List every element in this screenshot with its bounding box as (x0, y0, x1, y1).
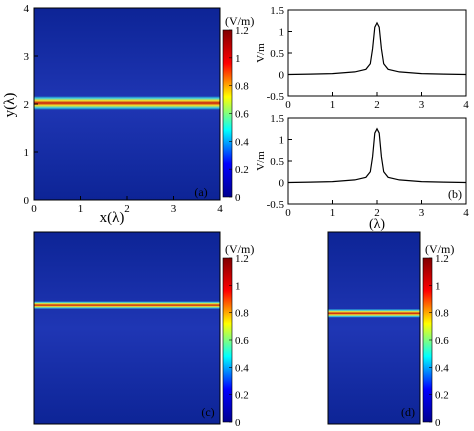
panel-a-beam (34, 96, 220, 110)
colorbar-c-tick-label: 1 (235, 280, 241, 292)
colorbar-a-tick-label: 1 (235, 53, 241, 65)
colorbar-a-unit-label: (V/m) (225, 14, 254, 28)
panel-a-label: (a) (194, 185, 207, 199)
colorbar-a-tick-label: 0.2 (235, 164, 249, 176)
panel-b-top-x-tick-label: 2 (374, 99, 380, 111)
colorbar-d-tick-label: 1.2 (435, 253, 449, 265)
panel-b-bottom-y-tick-label: -0.5 (267, 199, 285, 211)
panel-b-label: (b) (448, 187, 462, 201)
panel-c-label: (c) (201, 405, 214, 419)
panel-d-beam (328, 308, 420, 318)
colorbar-a-tick-label: 0.6 (235, 109, 249, 121)
panel-d-label: (d) (401, 405, 415, 419)
colorbar-c-tick-label: 0.2 (235, 390, 249, 402)
panel-a-y-tick-label: 3 (24, 51, 30, 63)
panel-a-y-tick-label: 4 (24, 3, 30, 15)
panel-a-x-tick-label: 0 (31, 203, 37, 215)
panel-a-xlabel: x(λ) (100, 210, 125, 226)
panel-b-bottom-y-tick-label: 1 (279, 135, 285, 147)
colorbar-d-tick-label: 0.6 (435, 335, 449, 347)
panel-b-top-x-tick-label: 4 (463, 99, 469, 111)
panel-a-y-ticks: 0 1 2 3 4 (24, 3, 38, 207)
panel-b-top-x-tick-label: 3 (419, 99, 425, 111)
colorbar-c-tick-label: 1.2 (235, 253, 249, 265)
panel-c-beam (34, 301, 220, 310)
panel-b-bottom-x-tick-label: 2 (374, 207, 380, 219)
panel-b-bottom-frame (287, 117, 467, 205)
panel-b-bottom-ylabel: V/m (255, 151, 267, 171)
colorbar-d-unit-label: (V/m) (425, 242, 454, 256)
panel-a: 0 1 2 3 4 0 1 2 3 4 x(λ) y(λ) (a) (V/m)1.2 1 0.8 0.… (2, 3, 254, 226)
panel-b-bottom-x-tick-label: 1 (330, 207, 336, 219)
panel-a-colorbar: (V/m)1.2 1 0.8 0.6 0.4 0.2 0 (222, 14, 254, 204)
panel-a-x-ticks: 0 1 2 3 4 (31, 196, 223, 215)
colorbar-c-tick-label: 0.4 (235, 362, 249, 374)
panel-d-colorbar: (V/m)1.2 1 0.8 0.6 0.4 0.2 0 (422, 242, 454, 429)
panel-b-top-x-tick-label: 1 (330, 99, 336, 111)
panel-b-top-y-tick-label: 0 (279, 70, 285, 82)
panel-b: 1.510.50-0.50 1 2 3 4V/m 1.510.50-0.50 1 2 3 4V/… (255, 5, 469, 232)
panel-b-top-ylabel: V/m (255, 43, 267, 63)
panel-b-bottom-x-tick-label: 0 (285, 207, 291, 219)
panel-b-top-subplot: 1.510.50-0.50 1 2 3 4V/m (255, 5, 469, 111)
panel-b-bottom-subplot: 1.510.50-0.50 1 2 3 4V/m (255, 113, 469, 219)
colorbar-d-tick-label: 0.2 (435, 390, 449, 402)
panel-a-x-tick-label: 2 (124, 203, 130, 215)
colorbar-c-tick-label: 0.8 (235, 308, 249, 320)
panel-b-xlabel: (λ) (369, 217, 385, 232)
panel-b-bottom-series-line (287, 127, 467, 184)
panel-b-top-frame (287, 9, 467, 97)
colorbar-d-tick-label: 0 (435, 417, 441, 429)
panel-c-heatmap-background (34, 232, 220, 424)
colorbar-a-tick-label: 0 (235, 192, 241, 204)
panel-a-x-tick-label: 3 (171, 203, 177, 215)
panel-c-colorbar: (V/m)1.2 1 0.8 0.6 0.4 0.2 0 (222, 242, 254, 429)
panel-a-x-tick-label: 4 (217, 203, 223, 215)
colorbar-a-tick-label: 0.4 (235, 136, 249, 148)
panel-b-top-x-tick-label: 0 (285, 99, 291, 111)
colorbar-d-tick-label: 0.4 (435, 362, 449, 374)
panel-a-ylabel: y(λ) (2, 93, 18, 118)
panel-d-frame (327, 231, 421, 425)
panel-b-top-series-line (287, 21, 467, 76)
panel-c-frame (33, 231, 221, 425)
colorbar-c-unit-label: (V/m) (225, 242, 254, 256)
colorbar-c-tick-label: 0 (235, 417, 241, 429)
colorbar-d-tick-label: 0.8 (435, 308, 449, 320)
panel-b-bottom-y-tick-label: 1.5 (270, 113, 284, 125)
colorbar-a-tick-label: 0.8 (235, 81, 249, 93)
panel-d: (d) (V/m)1.2 1 0.8 0.6 0.4 0.2 0 (327, 231, 454, 429)
colorbar-a-tick-label: 1.2 (235, 25, 249, 37)
panel-a-x-tick-label: 1 (78, 203, 84, 215)
panel-b-bottom-y-tick-label: 0.5 (270, 156, 284, 168)
colorbar-c-tick-label: 0.6 (235, 335, 249, 347)
panel-b-top-y-tick-label: 1 (279, 27, 285, 39)
panel-b-bottom-x-tick-label: 4 (463, 207, 469, 219)
panel-a-y-tick-label: 0 (24, 195, 30, 207)
panel-b-top-y-tick-label: 1.5 (270, 5, 284, 17)
panel-b-top-y-tick-label: 0.5 (270, 48, 284, 60)
panel-d-heatmap-background (328, 232, 420, 424)
panel-b-bottom-x-tick-label: 3 (419, 207, 425, 219)
panel-b-bottom-y-tick-label: 0 (279, 178, 285, 190)
colorbar-d-tick-label: 1 (435, 280, 441, 292)
panel-b-top-y-tick-label: -0.5 (267, 91, 285, 103)
panel-a-y-tick-label: 1 (24, 147, 30, 159)
panel-a-y-tick-label: 2 (24, 99, 30, 111)
panel-c: (c) (V/m)1.2 1 0.8 0.6 0.4 0.2 0 (33, 231, 254, 429)
